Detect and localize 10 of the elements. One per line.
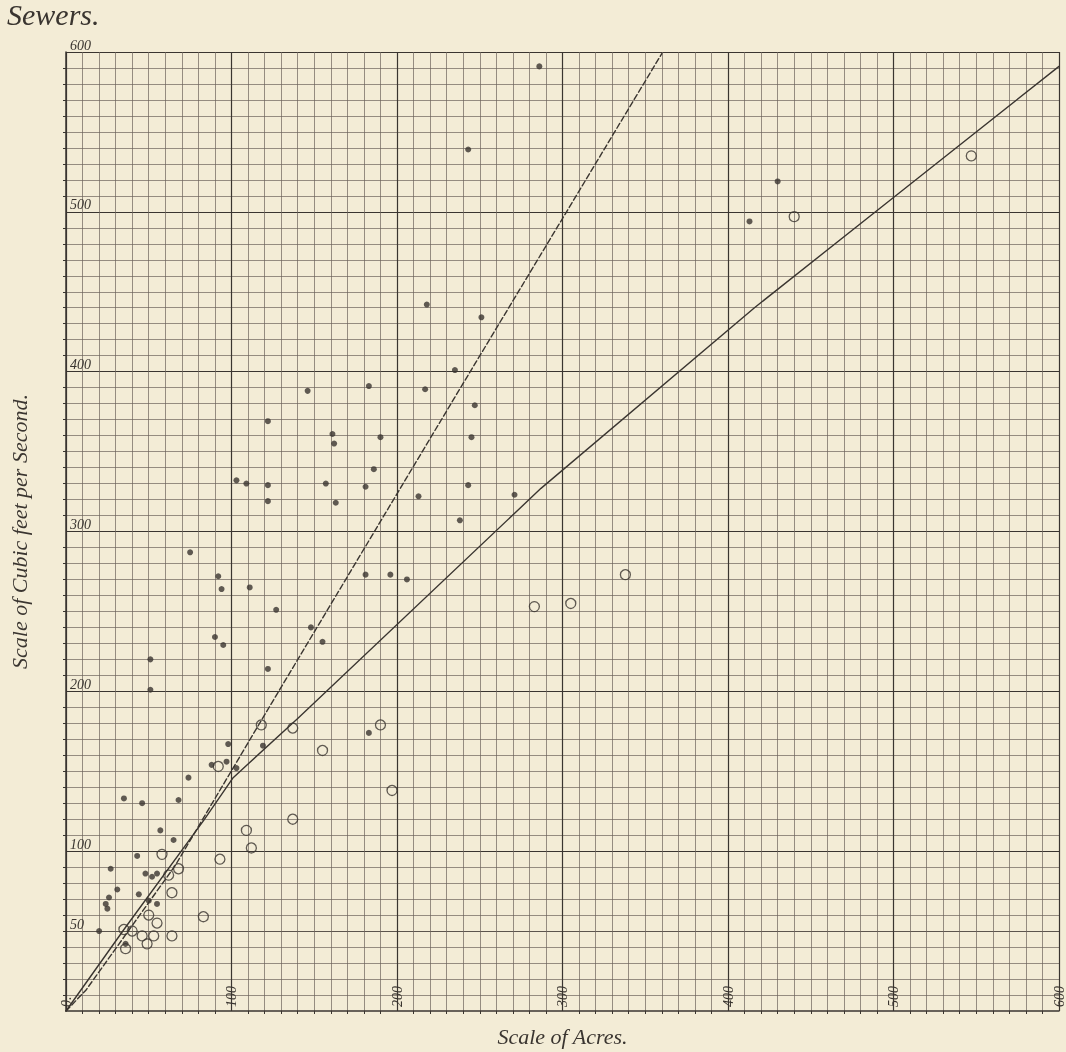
x-axis-title: Scale of Acres. <box>497 1023 628 1049</box>
y-tick-label: 600 <box>70 37 91 53</box>
y-axis-title: Scale of Cubic feet per Second. <box>6 394 32 669</box>
y-tick-label: 300 <box>69 517 91 532</box>
y-tick-label: 400 <box>70 357 91 373</box>
y-tick-label: 200 <box>70 676 91 692</box>
y-tick-label: 50 <box>70 916 84 932</box>
chart-title: Sewers. <box>7 0 100 31</box>
y-tick-label: 500 <box>70 197 91 213</box>
y-tick-label: 100 <box>70 836 91 852</box>
